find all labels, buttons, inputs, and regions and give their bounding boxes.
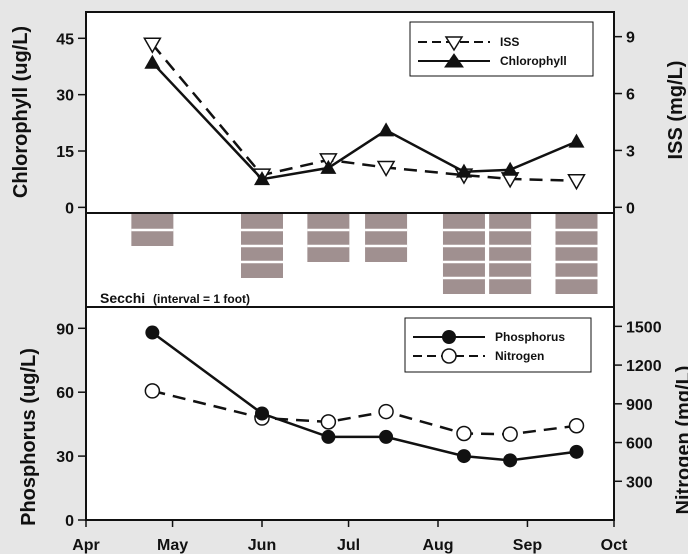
bottom-right-axis-tick-label-1: 600 [626,436,653,453]
secchi-bar-4-divider-1 [442,228,485,232]
secchi-bar-1-divider-1 [241,228,283,232]
series-layer [143,37,586,468]
phosphorus-marker-1 [255,406,269,421]
chlorophyll-marker-5 [502,161,519,176]
secchi-bar-5-divider-1 [489,228,532,232]
top-right-axis-tick-label-3: 9 [626,30,635,47]
phosphorus-marker-3 [379,429,394,444]
phosphorus-marker-6 [569,444,584,459]
bottom-left-axis-tick-label-0: 0 [65,513,74,530]
top-legend-box [409,21,594,77]
phosphorus-marker-2 [321,429,336,444]
nitrogen-legend-label: Nitrogen [495,349,544,363]
secchi-bar-6-divider-1 [555,228,598,232]
x-tick-label-3: Jul [337,537,360,554]
top-right-axis-tick-label-0: 0 [626,200,635,217]
nitrogen-marker-0 [144,383,161,399]
top-left-axis-tick-label-3: 45 [56,31,74,48]
top-left-axis-tick-label-0: 0 [65,200,74,217]
top-right-axis-label: ISS (mg/L) [665,61,687,160]
chlorophyll-marker-1 [254,171,270,186]
secchi-subtitle: (interval = 1 foot) [153,292,250,306]
secchi-bar-5-divider-3 [489,260,532,264]
iss-legend-marker [444,36,464,52]
bottom-right-axis-tick-label-3: 1200 [626,358,662,375]
secchi-bar-6-divider-2 [555,244,598,248]
secchi-bar-5-divider-2 [489,244,532,248]
nitrogen-marker-2 [320,414,337,430]
phosphorus-marker-0 [145,325,160,340]
bottom-legend: Phosphorus Nitrogen [404,317,592,373]
chlorophyll-legend-marker [444,53,464,68]
bottom-left-axis-tick-label-3: 90 [56,321,74,338]
bottom-right-axis-tick-label-2: 900 [626,397,653,414]
top-left-axis-tick-label-2: 30 [56,88,74,105]
secchi-bar-5-divider-4 [489,276,532,280]
bottom-left-axis-tick-label-1: 30 [56,449,74,466]
secchi-bar-1-divider-3 [241,260,283,264]
x-tick-label-5: Sep [513,537,543,554]
x-tick-label-0: Apr [72,537,100,554]
x-tick-label-2: Jun [248,537,276,554]
secchi-bars [131,214,598,294]
nitrogen-marker-4 [456,425,472,442]
bottom-legend-box [404,317,592,373]
secchi-bar-2 [307,214,350,262]
phosphorus-legend-marker [442,330,456,344]
secchi-bar-4-divider-4 [442,276,485,280]
nitrogen-legend-marker [441,348,457,364]
iss-marker-6 [567,174,586,191]
phosphorus-marker-4 [456,449,471,464]
bottom-left-axis-tick-label-2: 60 [56,385,74,402]
nitrogen-marker-3 [378,403,394,420]
bottom-right-axis-label: Nitrogen (mg/L) [673,366,688,515]
secchi-bar-6-divider-3 [555,260,598,264]
secchi-bar-3-divider-2 [365,244,408,248]
secchi-bar-4-divider-2 [442,244,485,248]
secchi-bar-5 [489,214,532,294]
chlorophyll-marker-3 [378,122,395,137]
x-tick-label-6: Oct [601,537,628,554]
top-left-axis-tick-label-1: 15 [56,144,74,161]
top-legend: ISS Chlorophyll [409,21,594,77]
bottom-right-axis-tick-label-0: 300 [626,474,653,491]
secchi-bar-3 [365,214,408,262]
bottom-left-axis-label: Phosphorus (ug/L) [18,348,40,526]
top-right-axis-tick-label-2: 6 [626,87,635,104]
chlorophyll-marker-2 [320,159,337,174]
secchi-bar-6-divider-4 [555,276,598,280]
top-left-axis-label: Chlorophyll (ug/L) [10,26,32,198]
secchi-bar-2-divider-2 [307,244,350,248]
top-right-axis-tick-label-1: 3 [626,143,635,160]
nitrogen-marker-5 [502,426,518,442]
bottom-right-axis-tick-label-4: 1500 [626,319,662,336]
panel-frames [85,11,615,521]
secchi-bar-6 [555,214,598,294]
secchi-label: Secchi (interval = 1 foot) [100,290,250,306]
chlorophyll-marker-6 [568,133,585,148]
chlorophyll-legend-label: Chlorophyll [500,54,567,68]
iss-marker-0 [143,37,162,54]
x-tick-label-1: May [157,537,188,554]
secchi-bar-1-divider-2 [241,244,283,248]
phosphorus-marker-5 [503,453,518,468]
chlorophyll-marker-0 [144,54,161,69]
x-tick-label-4: Aug [422,537,453,554]
nitrogen-marker-6 [568,418,585,434]
secchi-bar-0-divider-1 [131,228,174,232]
phosphorus-legend-label: Phosphorus [495,330,565,344]
iss-legend-label: ISS [500,35,519,49]
chlorophyll-marker-4 [455,163,472,178]
secchi-bar-3-divider-1 [365,228,408,232]
secchi-title: Secchi [100,290,145,306]
iss-marker-3 [376,160,396,178]
secchi-bar-4-divider-3 [442,260,485,264]
secchi-bar-2-divider-1 [307,228,350,232]
secchi-bar-4 [442,214,485,294]
